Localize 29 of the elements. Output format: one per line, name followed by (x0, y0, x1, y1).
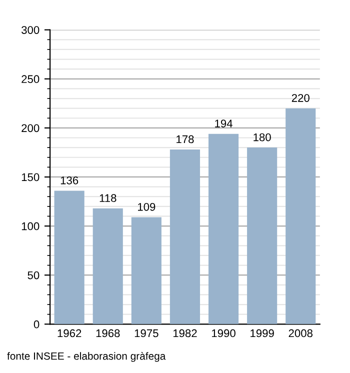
y-tick-label: 100 (22, 222, 40, 230)
bar (92, 208, 123, 324)
data-label: 180 (254, 133, 271, 142)
data-label: 118 (100, 194, 116, 202)
y-tick-label: 0 (34, 320, 40, 328)
bar (208, 134, 239, 324)
x-tick-label: 1975 (134, 329, 158, 338)
y-tick-label: 300 (22, 26, 40, 34)
data-label: 109 (138, 202, 156, 211)
data-label: 220 (292, 94, 310, 102)
bar (54, 190, 84, 324)
data-label: 136 (60, 176, 78, 184)
data-label: 194 (215, 120, 232, 128)
y-tick-label: 250 (22, 75, 40, 84)
y-tick-label: 200 (22, 124, 40, 132)
x-tick-label: 1962 (58, 329, 82, 338)
bar (170, 150, 200, 324)
bar (131, 217, 162, 324)
y-tick-label: 150 (22, 173, 40, 182)
bar (247, 148, 278, 324)
x-tick-label: 1990 (212, 329, 236, 338)
x-tick-label: 1968 (96, 329, 120, 338)
bar (286, 108, 316, 324)
x-tick-label: 1982 (173, 329, 197, 338)
y-tick-label: 50 (28, 271, 40, 280)
x-tick-label: 2008 (288, 329, 312, 338)
x-tick-label: 1999 (250, 329, 274, 338)
source-note: fonte INSEE - elaborasion gràfega (7, 352, 166, 362)
data-label: 178 (176, 135, 194, 144)
